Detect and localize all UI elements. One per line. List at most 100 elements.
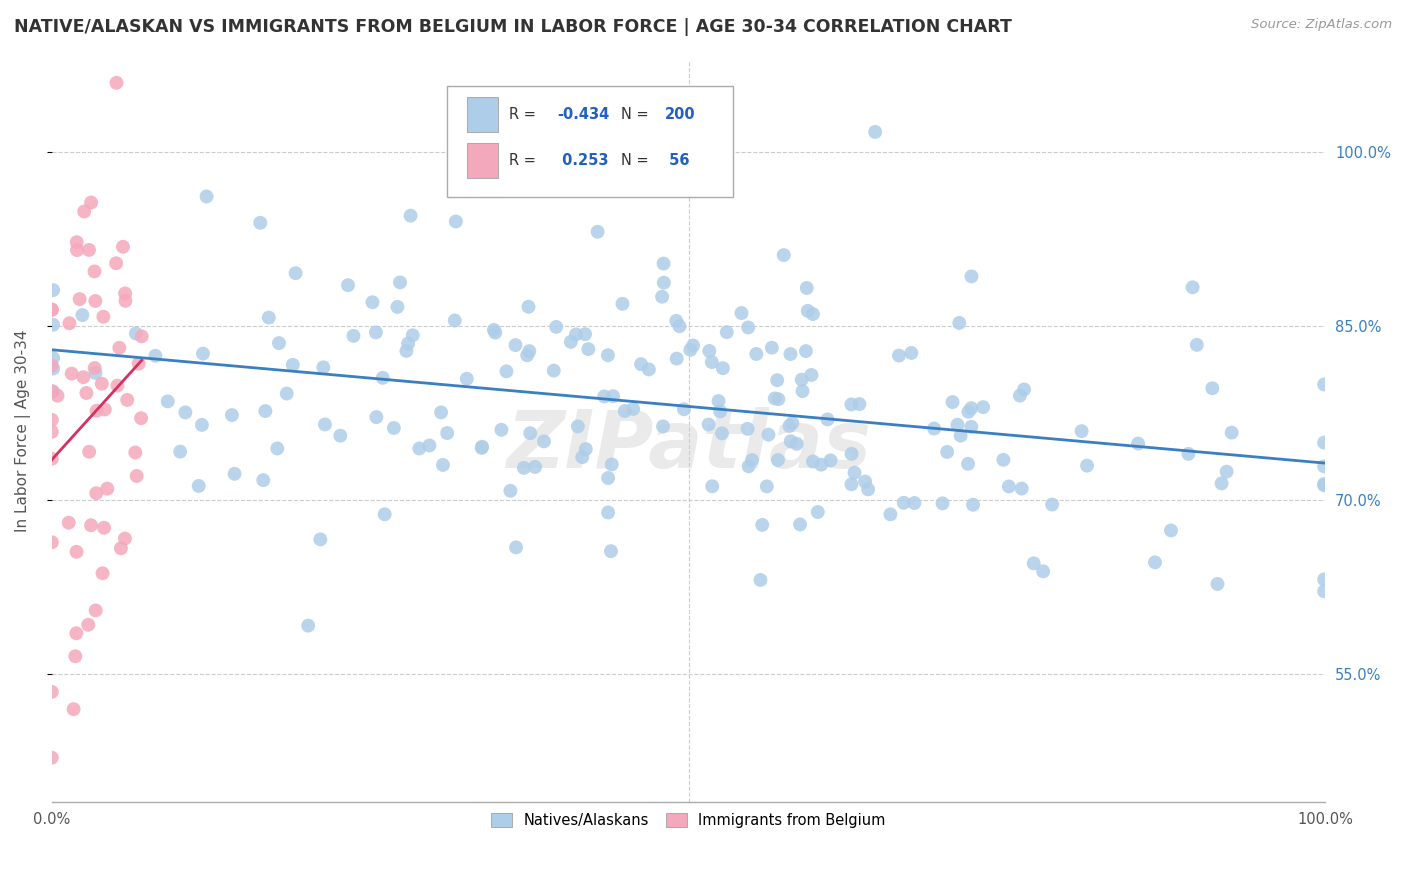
Point <box>797 303 820 318</box>
Point <box>810 458 832 472</box>
Point <box>125 469 148 483</box>
Point <box>399 209 422 223</box>
Point <box>91 566 114 581</box>
Point <box>621 401 644 416</box>
Text: R =: R = <box>509 153 540 169</box>
Point <box>314 417 336 432</box>
Point <box>602 389 624 403</box>
Point <box>364 326 387 340</box>
Point <box>652 256 675 270</box>
Point <box>80 518 103 533</box>
Point <box>779 347 801 361</box>
Point <box>329 428 352 442</box>
Point <box>125 326 148 341</box>
Point <box>443 313 465 327</box>
Point <box>249 216 271 230</box>
Point <box>993 452 1015 467</box>
Point <box>96 482 118 496</box>
Point <box>114 293 136 308</box>
Point <box>1313 459 1336 474</box>
Point <box>841 447 863 461</box>
Point <box>600 458 623 472</box>
Point <box>962 498 984 512</box>
Point <box>737 422 759 436</box>
Point <box>371 371 394 385</box>
Point <box>817 412 839 426</box>
Point <box>1160 524 1182 538</box>
Point <box>779 434 801 449</box>
Point <box>956 457 979 471</box>
Point <box>596 348 619 362</box>
Point <box>778 418 800 433</box>
Point <box>505 338 527 352</box>
Point <box>699 343 721 358</box>
Point <box>517 344 540 359</box>
Point <box>613 404 636 418</box>
Point <box>543 363 565 377</box>
Point <box>387 300 409 314</box>
Point <box>41 685 63 699</box>
Point <box>763 392 786 406</box>
Point <box>114 286 136 301</box>
Point <box>766 453 789 467</box>
Point <box>1022 557 1045 571</box>
Point <box>533 434 555 449</box>
Point <box>60 367 83 381</box>
Point <box>65 626 87 640</box>
Point <box>598 471 620 485</box>
Point <box>772 248 794 262</box>
Point <box>84 293 107 308</box>
Point <box>221 408 243 422</box>
Point <box>408 442 430 456</box>
Point <box>679 343 702 357</box>
Point <box>1185 338 1208 352</box>
Point <box>1011 482 1033 496</box>
Point <box>93 310 115 324</box>
Point <box>600 544 623 558</box>
Point <box>1313 573 1336 587</box>
Point <box>41 413 63 427</box>
Point <box>471 441 494 455</box>
Point <box>169 444 191 458</box>
Point <box>93 521 115 535</box>
Point <box>42 351 65 365</box>
Point <box>402 328 425 343</box>
Point <box>711 361 734 376</box>
Point <box>652 419 675 434</box>
Point <box>73 204 96 219</box>
Point <box>571 450 593 464</box>
Text: ZIPatlas: ZIPatlas <box>506 407 872 484</box>
Y-axis label: In Labor Force | Age 30-34: In Labor Force | Age 30-34 <box>15 329 31 532</box>
Point <box>841 397 863 411</box>
Point <box>124 445 146 459</box>
Point <box>893 496 915 510</box>
Point <box>41 425 63 439</box>
Point <box>796 281 818 295</box>
Point <box>941 395 963 409</box>
Point <box>105 256 128 270</box>
Point <box>484 326 506 340</box>
Point <box>366 410 388 425</box>
Point <box>1201 381 1223 395</box>
Point <box>46 389 69 403</box>
Text: Source: ZipAtlas.com: Source: ZipAtlas.com <box>1251 18 1392 31</box>
Point <box>396 336 419 351</box>
Point <box>337 278 360 293</box>
Point <box>782 416 804 430</box>
Point <box>42 361 65 376</box>
Point <box>83 361 105 376</box>
Point <box>418 438 440 452</box>
Point <box>41 384 63 399</box>
Point <box>716 325 738 339</box>
Point <box>668 319 690 334</box>
Point <box>957 405 980 419</box>
Point <box>1070 424 1092 438</box>
Point <box>768 392 790 406</box>
Point <box>758 427 780 442</box>
Point <box>1177 447 1199 461</box>
Point <box>574 327 596 342</box>
Point <box>922 421 945 435</box>
Point <box>546 319 568 334</box>
Point <box>741 453 763 467</box>
Point <box>111 240 134 254</box>
